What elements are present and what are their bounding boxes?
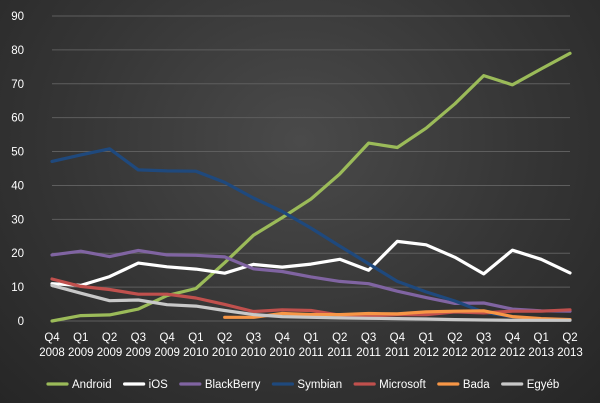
x-tick-label-quarter: Q2 [332, 332, 347, 344]
series-line-egyeb [50, 283, 572, 322]
y-tick-label: 0 [18, 316, 24, 328]
x-tick-label-quarter: Q1 [534, 332, 549, 344]
legend-label-ios: iOS [149, 379, 169, 391]
series-line-bada [223, 309, 572, 322]
x-tick-label-quarter: Q3 [246, 332, 261, 344]
x-tick-label-year: 2013 [528, 347, 554, 359]
legend: Android iOS BlackBerry Symbian Microsoft Bada… [46, 379, 560, 391]
x-tick-label-year: 2010 [183, 347, 209, 359]
x-tick-label-year: 2010 [212, 347, 238, 359]
x-tick-label-year: 2012 [442, 347, 468, 359]
y-axis-labels: 0 10 20 30 40 50 60 70 80 90 [11, 11, 24, 328]
x-tick-label-quarter: Q4 [44, 332, 60, 344]
y-tick-label: 50 [11, 147, 24, 159]
x-tick-label-quarter: Q2 [562, 332, 577, 344]
x-tick-label-quarter: Q3 [476, 332, 491, 344]
x-tick-label-quarter: Q4 [505, 332, 521, 344]
x-tick-label-quarter: Q2 [217, 332, 232, 344]
x-tick-label-year: 2011 [327, 347, 352, 359]
x-tick-label-quarter: Q1 [188, 332, 203, 344]
x-tick-label-year: 2012 [471, 347, 497, 359]
x-tick-label-year: 2008 [39, 347, 65, 359]
x-tick-label-year: 2009 [68, 347, 94, 359]
gridlines [52, 15, 570, 322]
y-tick-label: 40 [11, 180, 24, 192]
x-tick-label-year: 2012 [500, 347, 526, 359]
x-tick-label-year: 2011 [385, 347, 410, 359]
x-tick-label-year: 2009 [97, 347, 123, 359]
x-tick-label-year: 2013 [557, 347, 583, 359]
series-line-ios [50, 239, 572, 287]
legend-label-symbian: Symbian [297, 379, 342, 391]
legend-label-blackberry: BlackBerry [205, 379, 261, 391]
x-tick-label-quarter: Q2 [447, 332, 462, 344]
legend-label-microsoft: Microsoft [379, 379, 426, 391]
legend-label-android: Android [72, 379, 112, 391]
x-tick-label-quarter: Q4 [159, 332, 175, 344]
x-tick-label-year: 2011 [299, 347, 324, 359]
x-tick-label-quarter: Q1 [418, 332, 433, 344]
x-tick-label-quarter: Q2 [102, 332, 117, 344]
legend-label-bada: Bada [463, 379, 490, 391]
series-lines [50, 51, 572, 323]
y-tick-label: 70 [11, 79, 24, 91]
x-axis-labels: Q4 2008 Q1 2009 Q2 2009 Q3 2009 Q4 2009 Q1 2010 Q2 20… [39, 332, 583, 359]
series-line-microsoft [50, 277, 572, 318]
y-tick-label: 80 [11, 45, 24, 57]
x-tick-label-quarter: Q3 [361, 332, 376, 344]
x-tick-label-quarter: Q1 [303, 332, 318, 344]
legend-label-egyeb: Egyéb [527, 379, 560, 391]
x-tick-label-year: 2012 [413, 347, 439, 359]
x-tick-label-year: 2009 [126, 347, 152, 359]
series-line-blackberry [50, 248, 572, 313]
y-tick-label: 90 [11, 11, 24, 23]
x-tick-label-quarter: Q4 [275, 332, 291, 344]
y-tick-label: 30 [11, 214, 24, 226]
x-tick-label-quarter: Q4 [390, 332, 406, 344]
x-tick-label-year: 2009 [154, 347, 180, 359]
x-tick-label-year: 2011 [356, 347, 381, 359]
x-tick-label-year: 2010 [241, 347, 267, 359]
x-tick-label-quarter: Q1 [73, 332, 88, 344]
series-line-android [50, 51, 572, 323]
x-tick-label-quarter: Q3 [131, 332, 146, 344]
x-tick-label-year: 2010 [269, 347, 295, 359]
y-tick-label: 10 [11, 282, 24, 294]
y-tick-label: 60 [11, 113, 24, 125]
y-tick-label: 20 [11, 248, 24, 260]
